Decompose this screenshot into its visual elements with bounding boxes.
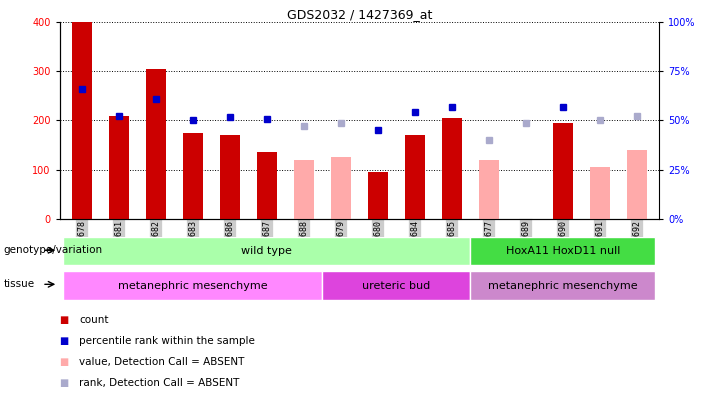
Bar [442, 118, 462, 219]
Bar [331, 157, 351, 219]
Text: metanephric mesenchyme: metanephric mesenchyme [488, 281, 638, 290]
Text: ■: ■ [60, 315, 69, 325]
Title: GDS2032 / 1427369_at: GDS2032 / 1427369_at [287, 8, 432, 21]
Text: value, Detection Call = ABSENT: value, Detection Call = ABSENT [79, 357, 245, 367]
Bar [294, 160, 314, 219]
Text: percentile rank within the sample: percentile rank within the sample [79, 336, 255, 346]
Bar [404, 135, 425, 219]
Bar [627, 150, 647, 219]
Text: HoxA11 HoxD11 null: HoxA11 HoxD11 null [505, 246, 620, 256]
Text: genotype/variation: genotype/variation [4, 245, 102, 255]
Bar [63, 237, 470, 265]
Bar [182, 133, 203, 219]
Bar [479, 160, 499, 219]
Text: ■: ■ [60, 378, 69, 388]
Text: tissue: tissue [4, 279, 34, 289]
Bar [552, 123, 573, 219]
Bar [367, 172, 388, 219]
Bar [219, 135, 240, 219]
Text: metanephric mesenchyme: metanephric mesenchyme [118, 281, 268, 290]
Text: wild type: wild type [241, 246, 292, 256]
Bar [470, 237, 655, 265]
Bar [322, 271, 470, 300]
Bar [109, 115, 129, 219]
Bar [590, 167, 610, 219]
Text: count: count [79, 315, 109, 325]
Bar [257, 152, 277, 219]
Bar [470, 271, 655, 300]
Bar [146, 69, 166, 219]
Text: rank, Detection Call = ABSENT: rank, Detection Call = ABSENT [79, 378, 240, 388]
Bar [72, 22, 92, 219]
Text: ■: ■ [60, 336, 69, 346]
Text: ■: ■ [60, 357, 69, 367]
Text: ureteric bud: ureteric bud [362, 281, 430, 290]
Bar [63, 271, 322, 300]
